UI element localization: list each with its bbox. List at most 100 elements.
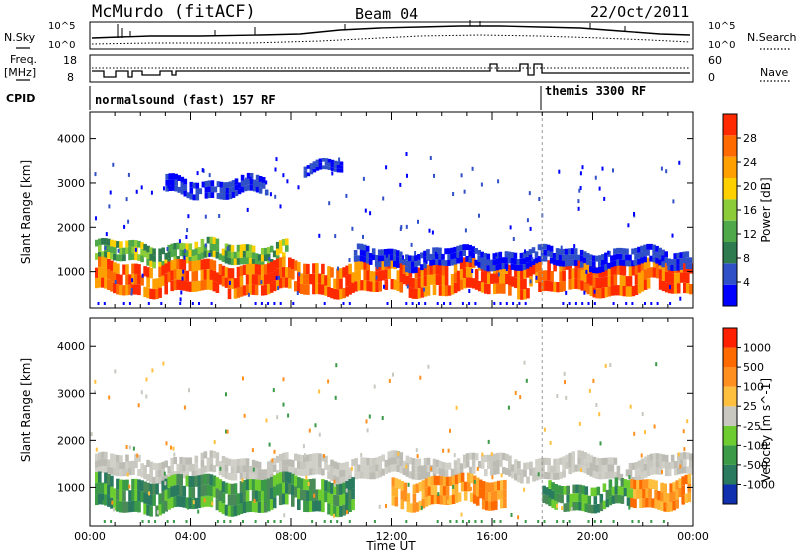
data-cell: [645, 498, 649, 508]
data-cell: [336, 289, 340, 300]
cpid-mode-1: themis 3300 RF: [545, 84, 646, 98]
data-cell: [98, 471, 102, 483]
data-cell: [297, 488, 301, 500]
data-cell: [242, 491, 247, 502]
ground-scatter: [311, 520, 314, 523]
data-cell: [260, 264, 265, 275]
data-cell: [327, 276, 331, 287]
data-cell: [149, 468, 153, 476]
data-cell: [561, 248, 566, 255]
data-cell: [646, 462, 651, 470]
data-cell: [348, 474, 352, 482]
data-cell: [236, 277, 241, 288]
data-cell: [432, 284, 437, 296]
data-cell: [414, 267, 419, 279]
data-cell: [553, 261, 557, 272]
data-cell: [245, 479, 250, 491]
data-cell: [158, 493, 162, 505]
data-cell: [119, 469, 123, 477]
data-cell: [670, 461, 675, 469]
data-cell: [445, 476, 450, 487]
data-cell: [640, 271, 645, 282]
data-cell: [119, 247, 123, 255]
data-cell: [649, 460, 654, 468]
data-cell: [351, 477, 355, 489]
data-cell: [107, 459, 111, 467]
data-cell: [104, 472, 108, 484]
data-cell: [239, 257, 244, 265]
data-speckle: [598, 412, 601, 417]
data-cell: [197, 486, 202, 498]
data-cell: [601, 254, 605, 260]
data-cell: [200, 459, 205, 467]
data-cell: [122, 264, 126, 275]
data-cell: [240, 186, 245, 193]
data-cell: [288, 472, 292, 484]
data-speckle: [304, 453, 306, 458]
data-speckle: [612, 168, 614, 173]
data-speckle: [307, 481, 310, 486]
data-cell: [630, 479, 634, 489]
data-cell: [224, 250, 229, 257]
ground-scatter: [223, 520, 226, 523]
data-cell: [622, 254, 626, 260]
data-cell: [387, 268, 392, 279]
data-cell: [303, 455, 307, 463]
data-cell: [209, 450, 214, 458]
data-cell: [263, 247, 268, 255]
data-speckle: [449, 428, 451, 433]
colorbar-swatch: [723, 220, 737, 242]
data-cell: [224, 256, 229, 264]
data-cell: [614, 477, 619, 486]
data-cell: [489, 259, 494, 266]
data-cell: [170, 250, 174, 258]
data-cell: [143, 492, 147, 504]
data-cell: [282, 256, 286, 267]
data-cell: [330, 466, 334, 474]
colorbar-swatch: [723, 445, 737, 465]
data-cell: [134, 274, 138, 285]
data-cell: [236, 466, 241, 474]
ground-scatter: [260, 302, 263, 305]
data-cell: [574, 464, 578, 472]
data-cell: [396, 270, 401, 281]
data-cell: [566, 485, 570, 495]
data-cell: [575, 493, 579, 502]
data-cell: [260, 248, 265, 255]
data-cell: [511, 464, 515, 472]
data-cell: [257, 501, 262, 513]
data-speckle: [211, 501, 214, 506]
data-cell: [477, 261, 481, 268]
data-cell: [459, 258, 464, 269]
data-cell: [369, 281, 373, 292]
data-cell: [318, 158, 323, 163]
data-cell: [131, 467, 135, 475]
data-cell: [538, 458, 542, 466]
data-cell: [387, 254, 391, 261]
data-cell: [481, 500, 486, 510]
data-cell: [474, 269, 479, 280]
data-cell: [212, 451, 217, 459]
data-cell: [294, 486, 298, 498]
data-cell: [639, 489, 643, 499]
data-speckle: [365, 419, 368, 424]
data-cell: [532, 264, 536, 275]
data-cell: [321, 501, 325, 513]
data-speckle: [145, 394, 148, 399]
data-cell: [444, 469, 449, 477]
data-cell: [390, 464, 395, 472]
data-cell: [333, 289, 337, 300]
data-cell: [625, 469, 630, 477]
data-cell: [604, 258, 608, 265]
data-cell: [210, 180, 215, 187]
data-cell: [664, 271, 669, 282]
data-cell: [98, 459, 102, 467]
data-cell: [191, 476, 196, 488]
data-cell: [670, 259, 674, 265]
data-cell: [195, 182, 200, 189]
data-cell: [116, 455, 120, 463]
data-cell: [333, 505, 337, 517]
data-speckle: [279, 204, 282, 209]
data-cell: [682, 251, 686, 258]
data-cell: [170, 486, 174, 498]
